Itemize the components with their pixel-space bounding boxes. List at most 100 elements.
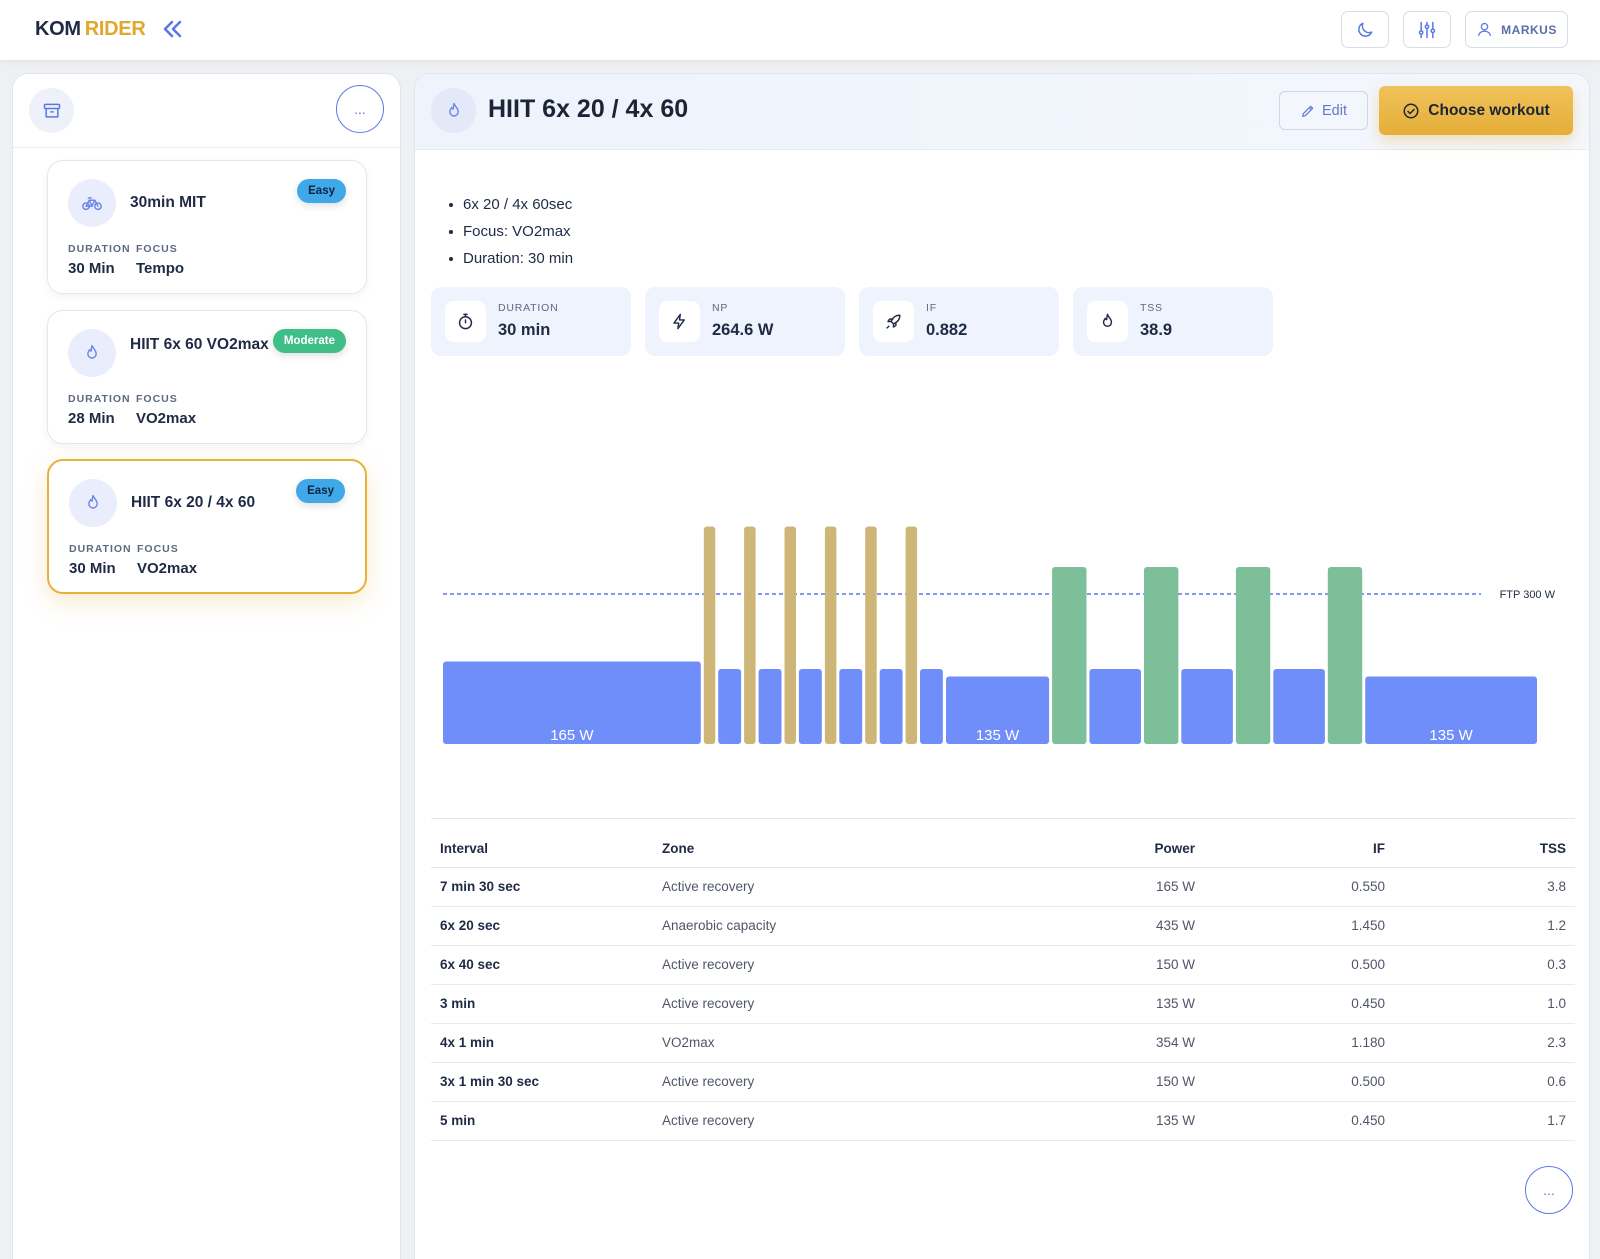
interval-bar[interactable] <box>1181 669 1233 744</box>
interval-bar[interactable] <box>839 669 863 744</box>
table-row: 4x 1 min VO2max 354 W 1.180 2.3 <box>431 1023 1575 1063</box>
duration-value: 30 Min <box>68 260 115 277</box>
interval-bar[interactable] <box>1327 567 1363 744</box>
stat-label: DURATION <box>498 302 559 314</box>
top-bar: KOM RIDER MARKUS <box>0 0 1600 60</box>
dark-mode-button[interactable] <box>1341 11 1389 48</box>
sidebar-more-button[interactable]: ... <box>336 85 384 133</box>
workout-card-selected[interactable]: HIIT 6x 20 / 4x 60 Easy DURATION FOCUS 3… <box>47 459 367 594</box>
workout-title: HIIT 6x 20 / 4x 60 <box>488 95 689 123</box>
tss-cell: 2.3 <box>1394 1023 1575 1063</box>
brand-logo[interactable]: KOM RIDER <box>35 18 146 41</box>
focus-value: Tempo <box>136 260 185 277</box>
interval-bar[interactable] <box>744 526 756 745</box>
card-title: HIIT 6x 20 / 4x 60 <box>131 494 256 511</box>
table-row: 6x 20 sec Anaerobic capacity 435 W 1.450… <box>431 906 1575 946</box>
interval-bar[interactable] <box>1089 669 1141 744</box>
card-icon <box>69 479 117 527</box>
focus-value: VO2max <box>137 560 198 577</box>
settings-button[interactable] <box>1403 11 1451 48</box>
interval-bar[interactable] <box>1052 567 1087 744</box>
bar-power-label: 135 W <box>1429 727 1473 744</box>
flame-icon <box>448 102 459 117</box>
power-profile-chart: 165 W 135 W 135 W FTP 300 W <box>443 526 1556 745</box>
description-item: Focus: VO2max <box>449 218 573 245</box>
interval-cell: 6x 40 sec <box>431 945 653 985</box>
if-cell: 1.450 <box>1204 906 1394 946</box>
description-item: Duration: 30 min <box>449 245 573 272</box>
user-name: MARKUS <box>1501 22 1557 37</box>
interval-bar[interactable] <box>443 661 701 745</box>
focus-label: FOCUS <box>136 393 178 405</box>
zone-cell: VO2max <box>653 1023 1033 1063</box>
interval-bar[interactable] <box>946 676 1050 745</box>
zone-cell: Active recovery <box>653 945 1033 985</box>
interval-bar[interactable] <box>879 669 903 744</box>
workout-description: 6x 20 / 4x 60sec Focus: VO2max Duration:… <box>449 191 573 272</box>
stopwatch-icon <box>458 313 473 330</box>
interval-bar[interactable] <box>758 669 782 744</box>
card-title: 30min MIT <box>130 194 206 211</box>
archive-button[interactable] <box>29 88 74 133</box>
table-row: 5 min Active recovery 135 W 0.450 1.7 <box>431 1101 1575 1141</box>
workout-sidebar: ... 30min MIT Easy DURATION FOCUS 30 Min… <box>12 73 401 1259</box>
workout-icon <box>431 88 476 133</box>
choose-workout-label: Choose workout <box>1428 101 1550 119</box>
if-cell: 0.500 <box>1204 1062 1394 1102</box>
if-cell: 0.500 <box>1204 945 1394 985</box>
interval-bar[interactable] <box>798 669 822 744</box>
interval-bar[interactable] <box>865 526 877 745</box>
workout-card[interactable]: 30min MIT Easy DURATION FOCUS 30 Min Tem… <box>47 160 367 294</box>
description-item: 6x 20 / 4x 60sec <box>449 191 573 218</box>
card-icon <box>68 329 116 377</box>
difficulty-badge: Easy <box>297 179 346 203</box>
workout-card[interactable]: HIIT 6x 60 VO2max Moderate DURATION FOCU… <box>47 310 367 444</box>
focus-label: FOCUS <box>137 543 179 555</box>
table-row: 7 min 30 sec Active recovery 165 W 0.550… <box>431 867 1575 907</box>
table-row: 3 min Active recovery 135 W 0.450 1.0 <box>431 984 1575 1024</box>
power-cell: 135 W <box>1033 984 1204 1024</box>
interval-bar[interactable] <box>784 526 797 745</box>
col-if: IF <box>1204 831 1394 868</box>
card-title: HIIT 6x 60 VO2max <box>130 336 269 353</box>
interval-bar[interactable] <box>1235 567 1271 744</box>
if-cell: 1.180 <box>1204 1023 1394 1063</box>
choose-workout-button[interactable]: Choose workout <box>1379 86 1573 135</box>
interval-bar[interactable] <box>1273 669 1325 744</box>
interval-cell: 4x 1 min <box>431 1023 653 1063</box>
check-circle-icon <box>1403 103 1419 118</box>
stat-value: 38.9 <box>1140 321 1173 339</box>
workout-detail-panel: HIIT 6x 20 / 4x 60 Edit Choose workout 6… <box>414 73 1590 1259</box>
zone-cell: Anaerobic capacity <box>653 906 1033 946</box>
zone-cell: Active recovery <box>653 1062 1033 1102</box>
sliders-icon <box>1418 21 1436 38</box>
duration-label: DURATION <box>69 543 132 555</box>
interval-bar[interactable] <box>703 526 716 745</box>
power-cell: 165 W <box>1033 867 1204 907</box>
edit-button[interactable]: Edit <box>1279 91 1368 130</box>
detail-more-button[interactable]: ... <box>1525 1166 1573 1214</box>
interval-bar[interactable] <box>1365 676 1537 745</box>
user-menu-button[interactable]: MARKUS <box>1465 11 1568 48</box>
brand-rider: RIDER <box>84 18 146 40</box>
col-power: Power <box>1033 831 1204 868</box>
zone-cell: Active recovery <box>653 867 1033 907</box>
flame-icon <box>87 344 97 359</box>
pencil-icon <box>1302 105 1314 117</box>
interval-bar[interactable] <box>920 669 943 744</box>
detail-header: HIIT 6x 20 / 4x 60 Edit Choose workout <box>415 74 1589 150</box>
collapse-sidebar-button[interactable] <box>160 16 186 42</box>
bar-power-label: 135 W <box>976 727 1020 744</box>
if-cell: 0.450 <box>1204 984 1394 1024</box>
double-chevron-left-icon <box>163 20 182 38</box>
duration-value: 28 Min <box>68 410 115 427</box>
tss-cell: 1.0 <box>1394 984 1575 1024</box>
interval-bar[interactable] <box>824 526 837 745</box>
stat-np: NP 264.6 W <box>645 287 845 356</box>
interval-bar[interactable] <box>718 669 742 744</box>
interval-bar[interactable] <box>1144 567 1179 744</box>
power-cell: 435 W <box>1033 906 1204 946</box>
stat-icon <box>1087 301 1128 342</box>
tss-cell: 1.2 <box>1394 906 1575 946</box>
interval-bar[interactable] <box>905 526 918 745</box>
